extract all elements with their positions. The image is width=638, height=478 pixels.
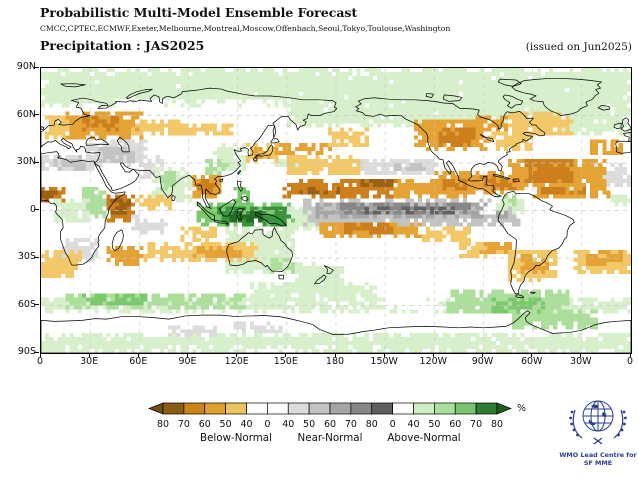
colorbar-tick-label: 60 (449, 419, 462, 430)
wmo-emblem-icon (569, 400, 627, 445)
x-axis-label: 120W (419, 356, 448, 367)
x-axis-tick (236, 353, 238, 357)
variable-season-title: Precipitation : JAS2025 (40, 38, 205, 53)
y-axis-label: 60N (16, 108, 36, 120)
x-axis-tick (39, 353, 41, 357)
colorbar-tick-label: 80 (156, 419, 170, 430)
y-axis-tick (34, 114, 39, 115)
colorbar-scale (148, 402, 512, 415)
y-axis-tick (34, 256, 39, 258)
x-axis-label: 0 (626, 356, 634, 367)
x-axis-label: 120E (224, 356, 249, 367)
x-axis-tick (334, 353, 336, 357)
y-axis-tick (34, 304, 39, 305)
x-axis-tick (285, 353, 287, 357)
figure-title: Probabilistic Multi-Model Ensemble Forec… (40, 5, 358, 20)
x-axis-tick (187, 353, 188, 357)
colorbar-tick-label: 0 (389, 419, 396, 430)
x-axis-tick (531, 353, 533, 357)
model-list: CMCC,CPTEC,ECMWF,Exeter,Melbourne,Montre… (40, 24, 451, 33)
colorbar-tick-label: 70 (470, 419, 483, 430)
x-axis-tick (88, 353, 90, 357)
legend-above-normal: Above-Normal (387, 432, 461, 444)
y-axis-tick (34, 161, 39, 163)
x-axis-label: 150W (370, 356, 398, 367)
legend-near-normal: Near-Normal (297, 432, 363, 444)
colorbar-tick-label: 70 (177, 419, 190, 430)
x-axis-tick (580, 353, 582, 357)
colorbar-tick-label: 50 (428, 419, 441, 430)
x-axis-tick (482, 353, 483, 357)
y-axis-label: 30S (17, 251, 36, 262)
x-axis-label: 90E (178, 356, 197, 367)
x-axis-label: 30E (80, 356, 99, 367)
x-axis-label: 90W (471, 356, 494, 367)
x-axis-tick (383, 353, 385, 357)
coastline-grid-layer (41, 68, 631, 353)
wmo-logo-text-line1: WMO Lead Centre for (559, 451, 637, 459)
probability-cells-layer (41, 68, 631, 353)
colorbar-tick-label: 70 (344, 419, 357, 430)
y-axis-tick (34, 66, 39, 68)
x-axis-label: 30W (570, 356, 592, 367)
world-probability-map (40, 67, 632, 354)
x-axis-label: 60E (129, 356, 148, 367)
colorbar-tick-label: 40 (407, 419, 420, 430)
x-axis-label: 0 (36, 356, 44, 367)
percent-unit-label: % (517, 403, 527, 414)
colorbar-tick-label: 80 (490, 419, 504, 430)
colorbar-tick-label: 50 (303, 419, 316, 430)
x-axis-tick (432, 353, 434, 357)
y-axis-label: 30N (16, 156, 36, 167)
y-axis-label: 0 (29, 203, 36, 215)
colorbar-tick-label: 60 (198, 419, 211, 430)
colorbar-tick-label: 50 (219, 419, 232, 430)
y-axis-tick (34, 209, 39, 210)
x-axis-label: 60W (520, 356, 543, 367)
wmo-logo-text-line2: SF MME (583, 459, 613, 467)
colorbar-legend: Below-Normal Near-Normal Above-Normal % … (148, 402, 543, 450)
issued-date: (issued on Jun2025) (525, 41, 632, 53)
y-axis-label: 60S (17, 298, 36, 310)
y-axis-tick (34, 351, 39, 353)
colorbar-tick-label: 40 (240, 419, 253, 430)
y-axis-label: 90N (16, 61, 36, 72)
x-axis-label: 150E (273, 356, 298, 367)
colorbar-tick-label: 80 (365, 419, 378, 430)
x-axis-tick (137, 353, 139, 357)
x-axis-label: 180 (325, 356, 345, 367)
legend-below-normal: Below-Normal (200, 432, 272, 444)
colorbar-tick-label: 60 (323, 419, 337, 430)
y-axis-label: 90S (17, 346, 36, 357)
x-axis-tick (629, 353, 631, 357)
colorbar-tick-label: 40 (282, 419, 295, 430)
wmo-logo: WMO Lead Centre for SF MME (556, 393, 638, 467)
colorbar-tick-label: 0 (264, 419, 271, 430)
